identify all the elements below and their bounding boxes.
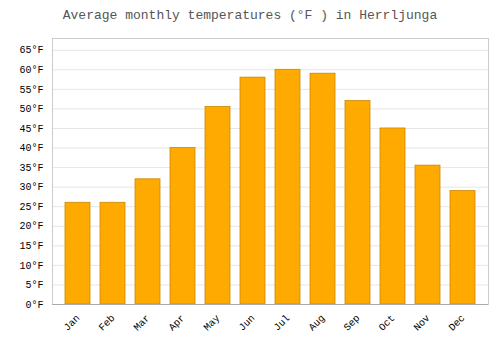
svg-text:60°F: 60°F xyxy=(19,65,43,76)
svg-text:Sep: Sep xyxy=(342,313,363,334)
svg-text:45°F: 45°F xyxy=(19,124,43,135)
svg-text:40°F: 40°F xyxy=(19,143,43,154)
svg-text:5°F: 5°F xyxy=(25,280,43,291)
svg-text:Jun: Jun xyxy=(237,313,258,334)
svg-text:Feb: Feb xyxy=(97,313,118,334)
svg-text:Mar: Mar xyxy=(132,313,153,334)
svg-text:Aug: Aug xyxy=(307,313,328,334)
svg-text:35°F: 35°F xyxy=(19,163,43,174)
svg-text:May: May xyxy=(202,313,223,334)
svg-text:Nov: Nov xyxy=(412,313,433,334)
svg-text:Jan: Jan xyxy=(62,313,83,334)
svg-text:15°F: 15°F xyxy=(19,241,43,252)
svg-text:50°F: 50°F xyxy=(19,104,43,115)
svg-text:0°F: 0°F xyxy=(25,300,43,311)
svg-text:Oct: Oct xyxy=(377,313,398,334)
svg-text:30°F: 30°F xyxy=(19,182,43,193)
svg-text:Jul: Jul xyxy=(272,313,293,334)
svg-text:20°F: 20°F xyxy=(19,221,43,232)
svg-text:Apr: Apr xyxy=(167,313,188,334)
svg-text:Dec: Dec xyxy=(447,313,468,334)
html-text:Average monthly temperatures (: Average monthly temperatures (°F ) in He… xyxy=(62,8,438,23)
svg-text:55°F: 55°F xyxy=(19,85,43,96)
svg-text:10°F: 10°F xyxy=(19,261,43,272)
svg-text:25°F: 25°F xyxy=(19,202,43,213)
svg-text:65°F: 65°F xyxy=(19,45,43,56)
